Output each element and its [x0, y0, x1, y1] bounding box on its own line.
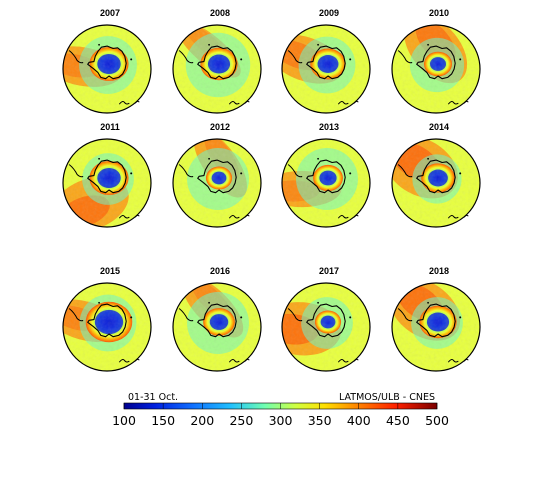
- antarctica-coastline: [416, 159, 456, 194]
- colorbar-ticks: 100 150 200 250 300 350 400 450 500: [112, 403, 449, 428]
- colorbar-tick-label: 350: [308, 413, 332, 428]
- map-panel-2015: 2015: [62, 266, 152, 372]
- map-panel-2012: 2012: [172, 122, 262, 228]
- island-dot: [130, 316, 133, 319]
- map-panel-2014: 2014: [391, 122, 481, 228]
- antarctica-coastline: [87, 45, 127, 80]
- island-dot: [349, 172, 352, 175]
- south-america-coastline: [287, 50, 303, 64]
- antarctica-coastline: [197, 159, 237, 194]
- map-border: [391, 138, 481, 228]
- island-dot: [459, 58, 462, 61]
- credit-label: LATMOS/ULB - CNES: [339, 392, 435, 403]
- island-dot: [459, 316, 462, 319]
- year-label: 2017: [319, 266, 339, 276]
- island-dot: [208, 43, 210, 46]
- island-dot: [317, 301, 319, 304]
- antarctica-coastline: [416, 303, 456, 338]
- island-dot: [317, 157, 319, 160]
- colorbar-tick-label: 100: [112, 413, 136, 428]
- antarctica-coastline: [416, 45, 456, 80]
- south-america-coastline: [68, 308, 84, 322]
- period-label: 01-31 Oct.: [128, 392, 178, 403]
- map-panel-2007: 2007: [62, 8, 152, 114]
- map-border: [281, 282, 371, 372]
- island-dot: [459, 172, 462, 175]
- colorbar-tick-label: 400: [347, 413, 371, 428]
- south-america-coastline: [178, 308, 194, 322]
- antarctica-coastline: [87, 303, 127, 338]
- colorbar: 01-31 Oct. LATMOS/ULB - CNES 100 150 200 25…: [112, 392, 449, 428]
- map-border: [172, 282, 262, 372]
- year-label: 2015: [100, 266, 120, 276]
- south-america-coastline: [397, 164, 413, 178]
- antarctica-coastline: [197, 303, 237, 338]
- year-label: 2007: [100, 8, 120, 18]
- south-america-coastline: [68, 164, 84, 178]
- map-border: [281, 24, 371, 114]
- map-border: [391, 24, 481, 114]
- island-dot: [427, 43, 429, 46]
- island-dot: [208, 157, 210, 160]
- south-america-coastline: [68, 50, 84, 64]
- map-border: [391, 282, 481, 372]
- colorbar-tick-label: 150: [151, 413, 175, 428]
- year-label: 2016: [210, 266, 230, 276]
- year-label: 2009: [319, 8, 339, 18]
- map-panel-2008: 2008: [172, 8, 262, 114]
- map-border: [62, 138, 152, 228]
- map-border: [172, 24, 262, 114]
- colorbar-tick-label: 200: [190, 413, 214, 428]
- island-dot: [130, 172, 133, 175]
- antarctica-coastline: [87, 159, 127, 194]
- year-label: 2013: [319, 122, 339, 132]
- island-dot: [208, 301, 210, 304]
- year-label: 2010: [429, 8, 449, 18]
- colorbar-tick-label: 500: [425, 413, 449, 428]
- south-america-coastline: [178, 50, 194, 64]
- south-america-coastline: [178, 164, 194, 178]
- antarctica-coastline: [306, 45, 346, 80]
- colorbar-tick-label: 300: [269, 413, 293, 428]
- south-america-coastline: [397, 50, 413, 64]
- map-panel-2018: 2018: [391, 266, 481, 372]
- antarctica-coastline: [197, 45, 237, 80]
- island-dot: [349, 316, 352, 319]
- island-dot: [427, 301, 429, 304]
- panels-grid: 2007 2008 2009 2010 2011 2012 2013 2014 2015 2016…: [62, 8, 481, 372]
- south-america-coastline: [397, 308, 413, 322]
- map-panel-2013: 2013: [281, 122, 371, 228]
- year-label: 2008: [210, 8, 230, 18]
- antarctica-coastline: [306, 159, 346, 194]
- colorbar-tick-label: 250: [229, 413, 253, 428]
- map-panel-2010: 2010: [391, 8, 481, 114]
- island-dot: [240, 172, 243, 175]
- colorbar-tick-label: 450: [386, 413, 410, 428]
- antarctica-coastline: [306, 303, 346, 338]
- south-america-coastline: [287, 308, 303, 322]
- island-dot: [98, 157, 100, 160]
- island-dot: [427, 157, 429, 160]
- island-dot: [98, 301, 100, 304]
- island-dot: [98, 43, 100, 46]
- year-label: 2014: [429, 122, 449, 132]
- map-border: [281, 138, 371, 228]
- map-panel-2016: 2016: [172, 266, 262, 372]
- map-panel-2017: 2017: [281, 266, 371, 372]
- map-panel-2011: 2011: [62, 122, 152, 228]
- year-label: 2012: [210, 122, 230, 132]
- south-america-coastline: [287, 164, 303, 178]
- year-label: 2018: [429, 266, 449, 276]
- island-dot: [240, 316, 243, 319]
- map-border: [62, 24, 152, 114]
- map-border: [172, 138, 262, 228]
- island-dot: [349, 58, 352, 61]
- island-dot: [130, 58, 133, 61]
- map-panel-2009: 2009: [281, 8, 371, 114]
- map-border: [62, 282, 152, 372]
- island-dot: [317, 43, 319, 46]
- year-label: 2011: [100, 122, 120, 132]
- island-dot: [240, 58, 243, 61]
